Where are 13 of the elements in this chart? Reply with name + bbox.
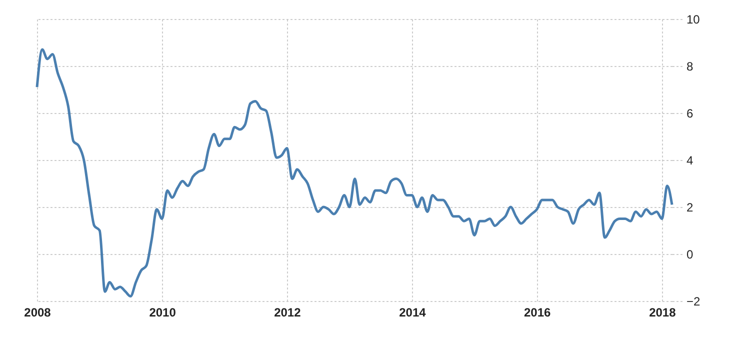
x-tick-label: 2010 [149,306,176,320]
y-tick-label: −2 [686,294,701,308]
x-tick-label: 2018 [649,306,676,320]
y-tick-label: 0 [686,248,694,262]
x-tick-label: 2016 [524,306,552,320]
y-tick-label: 4 [686,154,694,168]
y-tick-label: 2 [686,200,694,214]
x-tick-label: 2012 [274,306,302,320]
y-tick-label: 6 [686,106,694,120]
y-tick-label: 10 [686,12,700,26]
x-tick-label: 2008 [24,306,52,320]
y-tick-label: 8 [686,60,694,74]
x-tick-label: 2014 [399,306,426,320]
